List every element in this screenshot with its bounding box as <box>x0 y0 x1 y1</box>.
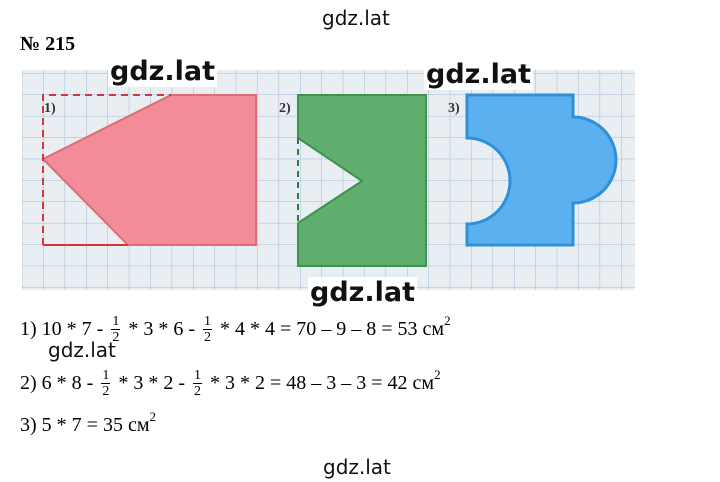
equation-text: * 3 * 2 = 48 – 3 – 3 = 42 см <box>205 372 435 394</box>
denominator: 2 <box>204 330 211 345</box>
equation-text: * 3 * 2 - <box>113 372 190 394</box>
solution-line: 3) 5 * 7 = 35 см 2 <box>20 409 156 437</box>
figure-label: 3) <box>448 101 460 116</box>
numerator: 1 <box>111 314 121 330</box>
numerator: 1 <box>193 368 202 384</box>
watermark: gdz.lat <box>424 59 534 90</box>
numerator: 1 <box>101 368 111 384</box>
equation-text: 1) 10 * 7 - <box>20 318 109 340</box>
figure-label: 1) <box>44 101 56 116</box>
equation-text: * 4 * 4 = 70 – 9 – 8 = 53 см <box>215 318 445 340</box>
denominator: 2 <box>102 384 110 399</box>
watermark: gdz.lat <box>322 6 390 30</box>
watermark: gdz.lat <box>308 277 418 308</box>
task-number: № 215 <box>20 33 76 55</box>
denominator: 2 <box>194 384 201 399</box>
equation-text: 3) 5 * 7 = 35 см <box>20 414 150 436</box>
numerator: 1 <box>203 314 212 330</box>
denominator: 2 <box>112 330 120 345</box>
dashed-outline-1 <box>42 94 171 245</box>
superscript: 2 <box>149 408 156 424</box>
watermark: gdz.lat <box>323 455 391 479</box>
figure-label: 2) <box>279 101 291 116</box>
superscript: 2 <box>434 366 441 382</box>
shape-2 <box>297 94 427 267</box>
shape-3 <box>465 93 618 247</box>
superscript: 2 <box>444 312 451 328</box>
watermark: gdz.lat <box>48 338 116 362</box>
shape-1 <box>41 94 257 246</box>
equation-text: * 3 * 6 - <box>123 318 200 340</box>
watermark: gdz.lat <box>108 56 218 87</box>
equation-text: 2) 6 * 8 - <box>20 372 99 394</box>
